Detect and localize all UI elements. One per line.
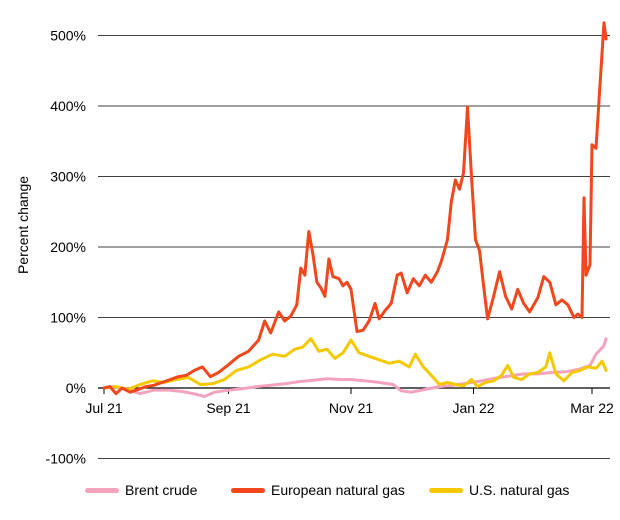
y-tick-label: 300% (50, 169, 86, 185)
legend-item-us-gas: U.S. natural gas (429, 482, 569, 498)
y-tick-label: 500% (50, 28, 86, 44)
legend-swatch-us-gas (429, 487, 463, 493)
legend-swatch-brent (85, 487, 119, 493)
x-tick-label: Sep 21 (206, 400, 251, 416)
gridlines (98, 35, 610, 459)
x-tick-label: Nov 21 (329, 400, 374, 416)
legend-item-european-gas: European natural gas (231, 482, 405, 498)
legend-label-us-gas: U.S. natural gas (469, 482, 570, 498)
x-tick-label: Mar 22 (570, 400, 614, 416)
y-tick-label: 100% (50, 310, 86, 326)
x-tick-label: Jan 22 (452, 400, 494, 416)
legend: Brent crude European natural gas U.S. na… (0, 482, 620, 506)
series-line-us-natural-gas (102, 337, 608, 391)
y-tick-label: 400% (50, 98, 86, 114)
line-chart: 500% 400% 300% 200% 100% 0% -100% Jul 21 Sep 21… (15, 21, 614, 467)
x-axis-tick-labels: Jul 21 Sep 21 Nov 21 Jan 22 Mar 22 (85, 388, 614, 416)
y-tick-label: -100% (46, 451, 86, 467)
legend-item-brent: Brent crude (85, 482, 197, 498)
y-axis-label: Percent change (15, 176, 31, 274)
series-lines (102, 21, 608, 398)
series-line-european-natural-gas (102, 21, 608, 396)
legend-swatch-european-gas (231, 487, 265, 493)
y-tick-label: 0% (66, 380, 86, 396)
series-line-brent-crude (102, 337, 608, 398)
x-tick-label: Jul 21 (85, 400, 123, 416)
legend-label-brent: Brent crude (125, 482, 198, 498)
legend-label-european-gas: European natural gas (271, 482, 405, 498)
y-tick-label: 200% (50, 239, 86, 255)
y-axis-tick-labels: 500% 400% 300% 200% 100% 0% -100% (46, 28, 86, 467)
